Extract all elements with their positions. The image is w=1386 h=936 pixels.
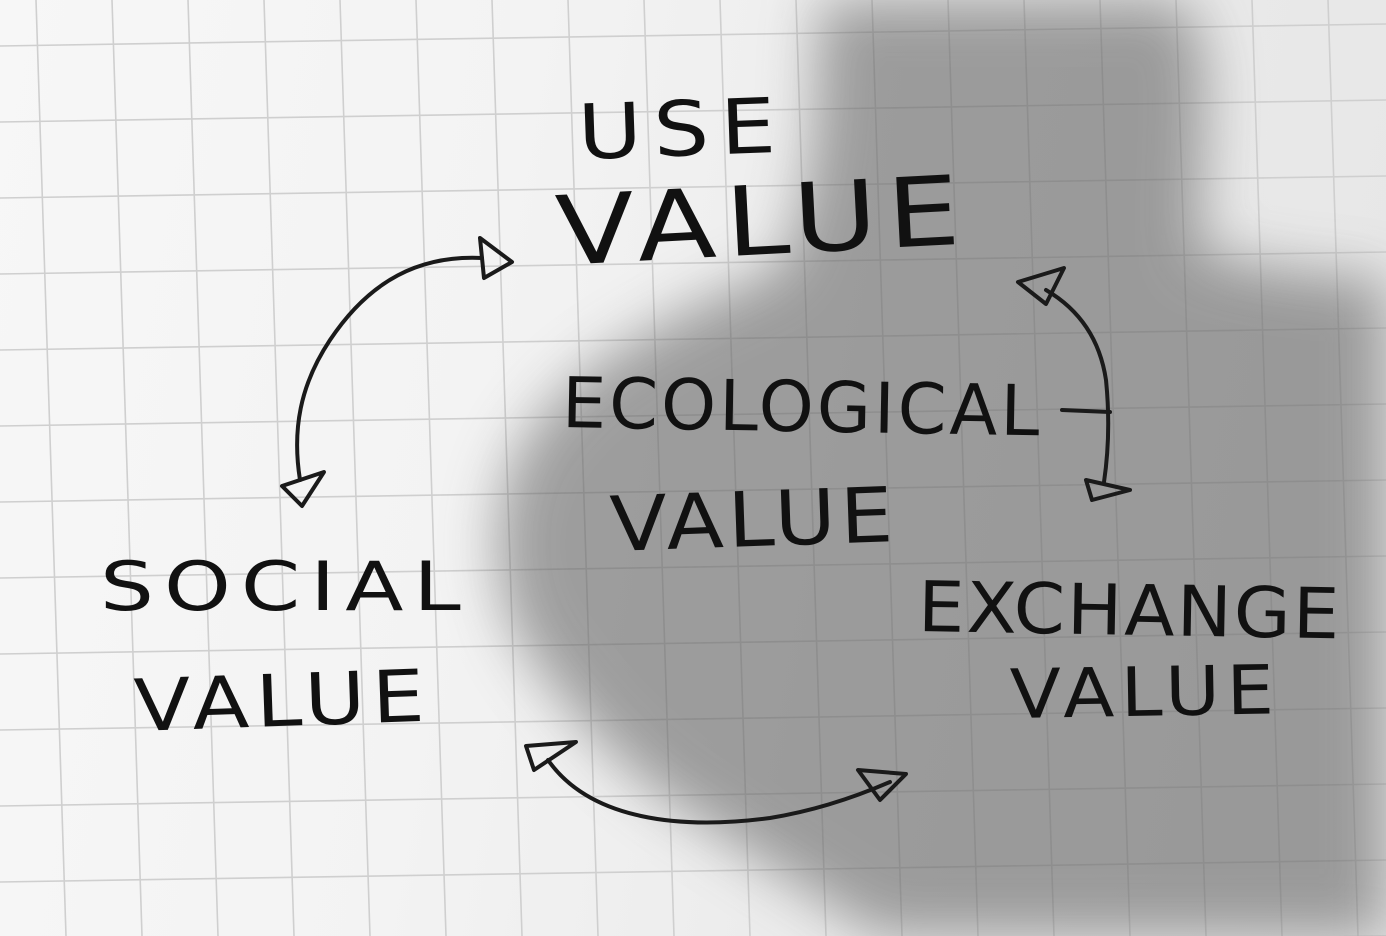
exchange-value-title-line2: VALUE — [1009, 651, 1282, 735]
arrowhead-social-bottom — [524, 740, 578, 772]
use-value-title-line2: VALUE — [553, 154, 973, 288]
grid-line-vertical — [339, 0, 371, 936]
grid-line-vertical — [415, 0, 447, 936]
arrow-use-exchange — [1044, 288, 1111, 484]
arrowhead-social-end — [280, 470, 326, 508]
grid-line-vertical — [187, 0, 219, 936]
exchange-value-title-line1: EXCHANGE — [917, 566, 1343, 656]
social-value-title-line2: VALUE — [132, 653, 433, 748]
ecological-value-title-line2: VALUE — [608, 469, 899, 569]
social-value-title-line1: SOCIAL — [100, 548, 471, 627]
arrowhead-exchange-end — [1084, 478, 1132, 502]
arrowhead-exchange-bottom — [856, 768, 908, 802]
arrow-eco-branch — [1060, 408, 1112, 414]
grid-line-vertical — [35, 0, 67, 936]
grid-line-vertical — [263, 0, 295, 936]
arrowhead-use-exchange-top — [1016, 266, 1066, 306]
grid-line-vertical — [111, 0, 143, 936]
ecological-value-title-line1: ECOLOGICAL — [561, 362, 1044, 453]
arrowhead-use-end — [478, 236, 514, 280]
arrow-social-exchange — [546, 758, 892, 825]
arrow-use-social — [295, 255, 484, 482]
use-value-title-line1: USE — [576, 80, 789, 177]
grid-line-vertical — [491, 0, 523, 936]
